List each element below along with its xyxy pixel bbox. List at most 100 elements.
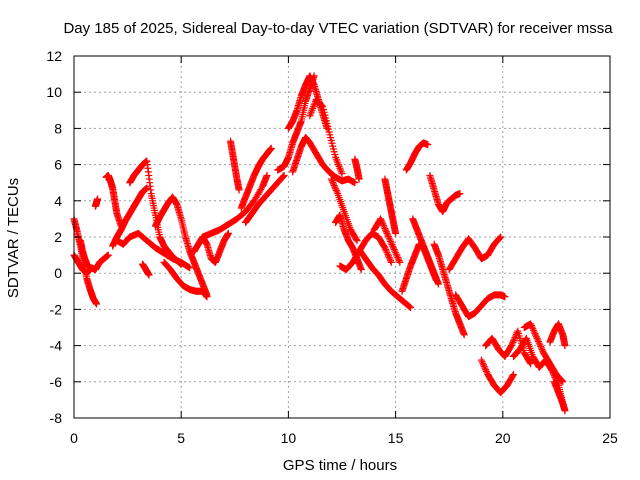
data-point xyxy=(186,264,194,272)
data-point xyxy=(510,371,518,379)
data-point xyxy=(93,300,101,308)
series-arc-29 xyxy=(402,139,432,174)
data-point xyxy=(389,244,397,252)
data-point xyxy=(480,363,488,371)
data-point xyxy=(509,338,517,346)
series-arc-38 xyxy=(520,320,567,386)
series-arc-9 xyxy=(139,260,153,279)
x-tick-labels: 0 5 10 15 20 25 xyxy=(70,430,618,446)
data-point xyxy=(434,280,442,288)
data-point xyxy=(527,321,535,329)
y-tick-label: 12 xyxy=(46,48,62,64)
data-point xyxy=(377,217,385,225)
y-tick-label: 0 xyxy=(54,265,62,281)
y-tick-label: 10 xyxy=(46,84,62,100)
data-point xyxy=(537,342,545,350)
data-point xyxy=(378,218,386,226)
x-tick-label: 25 xyxy=(602,430,618,446)
data-point xyxy=(390,245,398,253)
data-point xyxy=(529,325,537,333)
series-arc-36 xyxy=(482,327,535,368)
data-point xyxy=(104,251,112,259)
data-point xyxy=(329,180,337,188)
data-point xyxy=(317,101,325,109)
data-point xyxy=(351,179,359,187)
y-tick-label: 2 xyxy=(54,229,62,245)
data-point xyxy=(537,344,545,352)
data-point xyxy=(510,337,518,345)
data-point xyxy=(185,263,193,271)
data-point xyxy=(279,172,287,180)
data-point xyxy=(383,229,391,237)
x-tick-label: 5 xyxy=(177,430,185,446)
data-point xyxy=(478,358,486,366)
data-point xyxy=(407,304,415,312)
y-tick-label: -6 xyxy=(50,374,63,390)
data-point xyxy=(509,372,517,380)
series-arc-26 xyxy=(370,215,404,266)
series-arc-8 xyxy=(113,229,194,272)
data-point xyxy=(497,233,505,241)
y-tick-label: 8 xyxy=(54,120,62,136)
series-arc-6 xyxy=(109,184,151,250)
data-point xyxy=(387,257,395,265)
series-arc-22 xyxy=(351,155,363,183)
data-point xyxy=(406,303,414,311)
y-tick-labels: -8 -6 -4 -2 0 2 4 6 8 10 12 xyxy=(46,48,62,426)
x-tick-label: 20 xyxy=(495,430,511,446)
data-point xyxy=(267,144,275,152)
data-point xyxy=(496,234,504,242)
data-point xyxy=(385,254,393,262)
data-point xyxy=(527,360,535,368)
data-point xyxy=(338,170,346,178)
data-point xyxy=(480,361,488,369)
data-point xyxy=(85,264,93,272)
data-point xyxy=(330,182,338,190)
series-arc-10 xyxy=(151,193,211,299)
data-point xyxy=(482,367,490,375)
data-point xyxy=(329,178,337,186)
data-point xyxy=(396,258,404,266)
data-point xyxy=(387,258,395,266)
series-arc-16 xyxy=(242,171,288,227)
data-point xyxy=(495,235,503,243)
data-point xyxy=(331,183,339,191)
data-point xyxy=(379,221,387,229)
series-arc-3 xyxy=(76,237,93,272)
data-point xyxy=(224,229,232,237)
data-point xyxy=(332,186,340,194)
data-point xyxy=(532,331,540,339)
series-arc-12 xyxy=(190,229,232,266)
x-tick-label: 10 xyxy=(281,430,297,446)
data-point xyxy=(203,293,211,301)
series-arc-19 xyxy=(289,133,359,187)
data-point xyxy=(405,302,413,310)
data-points xyxy=(70,72,569,415)
data-point xyxy=(392,250,400,258)
data-point xyxy=(379,220,387,228)
series-arc-31 xyxy=(426,171,464,216)
data-point xyxy=(482,366,490,374)
data-point xyxy=(353,237,361,245)
data-point xyxy=(392,249,400,257)
x-tick-label: 15 xyxy=(388,430,404,446)
series-arc-11 xyxy=(160,258,211,301)
data-point xyxy=(381,225,389,233)
data-point xyxy=(395,257,403,265)
data-point xyxy=(352,235,360,243)
y-tick-label: -8 xyxy=(50,410,63,426)
data-point xyxy=(557,376,565,384)
data-point xyxy=(424,141,432,149)
data-point xyxy=(318,102,326,110)
data-point xyxy=(394,254,402,262)
data-point xyxy=(528,323,536,331)
data-point xyxy=(327,175,335,183)
x-tick-label: 0 xyxy=(70,430,78,446)
data-point xyxy=(382,247,390,255)
data-point xyxy=(94,195,102,203)
axis-ticks xyxy=(73,55,611,419)
data-point xyxy=(532,333,540,341)
data-point xyxy=(386,255,394,263)
series-arc-23 xyxy=(332,211,365,274)
series-arc-7 xyxy=(126,157,185,268)
